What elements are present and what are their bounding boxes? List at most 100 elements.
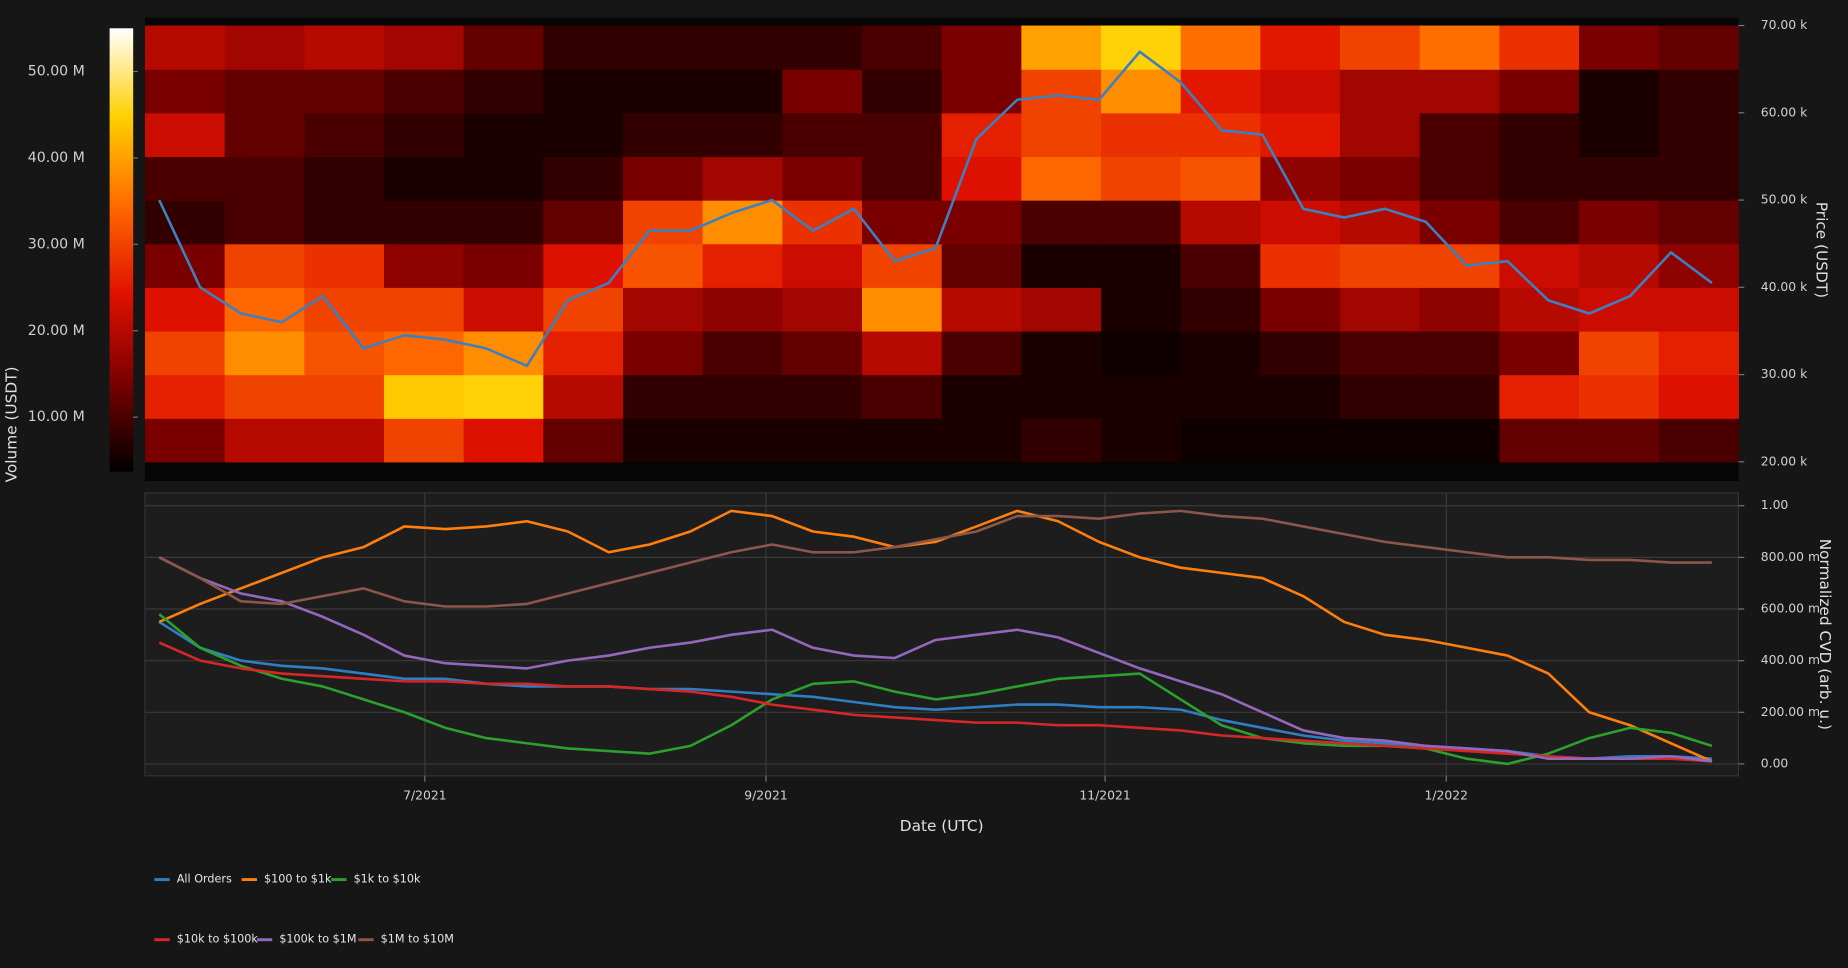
heat-cell bbox=[702, 418, 783, 463]
heat-cell bbox=[144, 287, 226, 332]
heat-cell bbox=[1260, 200, 1341, 245]
heat-cell bbox=[1021, 69, 1102, 114]
heat-cell bbox=[1180, 69, 1261, 114]
y-tick-label: 0.00 bbox=[1761, 756, 1789, 770]
legend-label: $100 to $1k bbox=[264, 873, 332, 886]
heat-cell bbox=[1180, 374, 1261, 419]
heat-cell bbox=[1579, 243, 1660, 288]
heat-cell bbox=[862, 287, 943, 332]
heat-cell bbox=[1021, 287, 1102, 332]
heat-cell bbox=[1101, 243, 1182, 288]
heat-cell bbox=[782, 69, 863, 114]
heat-cell bbox=[1658, 112, 1739, 158]
heat-cell bbox=[622, 69, 704, 114]
heat-cell bbox=[1260, 112, 1341, 158]
heat-cell bbox=[543, 330, 624, 376]
heat-cell bbox=[1658, 25, 1739, 70]
heat-cell bbox=[1340, 287, 1421, 332]
heat-cell bbox=[702, 69, 783, 114]
heat-cell bbox=[622, 374, 704, 419]
heat-cell bbox=[1101, 330, 1182, 376]
y-tick-label: 60.00 k bbox=[1761, 105, 1808, 119]
heat-cell bbox=[1340, 156, 1421, 201]
heat-cell bbox=[1419, 243, 1500, 288]
heat-cell bbox=[1340, 374, 1421, 419]
heat-cell bbox=[543, 25, 624, 70]
heat-cell bbox=[1419, 156, 1500, 201]
heat-cell bbox=[224, 418, 305, 463]
heat-cell bbox=[1499, 418, 1580, 463]
heat-cell bbox=[1260, 374, 1341, 419]
heat-cell bbox=[1101, 25, 1182, 70]
heat-cell bbox=[1101, 156, 1182, 201]
heat-cell bbox=[304, 243, 385, 288]
heat-cell bbox=[463, 330, 544, 376]
heat-cell bbox=[144, 156, 226, 201]
heat-cell bbox=[782, 200, 863, 245]
heat-cell bbox=[1180, 156, 1261, 201]
heat-cell bbox=[383, 200, 465, 245]
heat-cell bbox=[1021, 156, 1102, 201]
heat-cell bbox=[702, 112, 783, 158]
heat-cell bbox=[1658, 330, 1739, 376]
heat-cell bbox=[622, 200, 704, 245]
heat-cell bbox=[224, 243, 305, 288]
heat-cell bbox=[862, 25, 943, 70]
heat-cell bbox=[1101, 112, 1182, 158]
heat-cell bbox=[1260, 418, 1341, 463]
heat-cell bbox=[144, 374, 226, 419]
heat-cell bbox=[702, 156, 783, 201]
heat-cell bbox=[1260, 243, 1341, 288]
heat-cell bbox=[144, 243, 226, 288]
heat-cell bbox=[1180, 330, 1261, 376]
cvd-axis-label: Normalized CVD (arb. u.) bbox=[1816, 539, 1834, 730]
colorbar bbox=[109, 28, 134, 472]
heatmap bbox=[144, 25, 1739, 463]
heat-cell bbox=[463, 69, 544, 114]
y-tick-label: 400.00 m bbox=[1761, 653, 1820, 667]
heat-cell bbox=[1101, 287, 1182, 332]
heat-cell bbox=[941, 418, 1022, 463]
heat-cell bbox=[144, 69, 226, 114]
heat-cell bbox=[1658, 156, 1739, 201]
heat-cell bbox=[224, 112, 305, 158]
y-tick-label: 1.00 bbox=[1761, 498, 1789, 512]
heat-cell bbox=[1260, 287, 1341, 332]
colorbar-tick-label: 40.00 M bbox=[28, 150, 85, 166]
heat-cell bbox=[1579, 112, 1660, 158]
heat-cell bbox=[782, 374, 863, 419]
heat-cell bbox=[1658, 287, 1739, 332]
heat-cell bbox=[463, 112, 544, 158]
y-tick-label: 50.00 k bbox=[1761, 193, 1808, 207]
heat-cell bbox=[862, 374, 943, 419]
heat-cell bbox=[304, 69, 385, 114]
heat-cell bbox=[304, 156, 385, 201]
heat-cell bbox=[1180, 243, 1261, 288]
heat-cell bbox=[1579, 374, 1660, 419]
heat-cell bbox=[782, 112, 863, 158]
heat-cell bbox=[1579, 287, 1660, 332]
heat-cell bbox=[862, 200, 943, 245]
heat-cell bbox=[862, 69, 943, 114]
heat-cell bbox=[543, 200, 624, 245]
heat-cell bbox=[702, 287, 783, 332]
heat-cell bbox=[224, 330, 305, 376]
heat-cell bbox=[862, 418, 943, 463]
heat-cell bbox=[1260, 156, 1341, 201]
heat-cell bbox=[1340, 418, 1421, 463]
y-tick-label: 800.00 m bbox=[1761, 550, 1820, 564]
heat-cell bbox=[144, 418, 226, 463]
heat-cell bbox=[1021, 200, 1102, 245]
heat-cell bbox=[1579, 200, 1660, 245]
heat-cell bbox=[304, 200, 385, 245]
cvd-line bbox=[158, 509, 1712, 608]
heat-cell bbox=[1419, 418, 1500, 463]
legend-label: $1M to $10M bbox=[381, 933, 454, 946]
heat-cell bbox=[622, 243, 704, 288]
heat-cell bbox=[702, 374, 783, 419]
y-tick-label: 70.00 k bbox=[1761, 18, 1808, 32]
heat-cell bbox=[1101, 200, 1182, 245]
heat-cell bbox=[1260, 330, 1341, 376]
heat-cell bbox=[383, 112, 465, 158]
